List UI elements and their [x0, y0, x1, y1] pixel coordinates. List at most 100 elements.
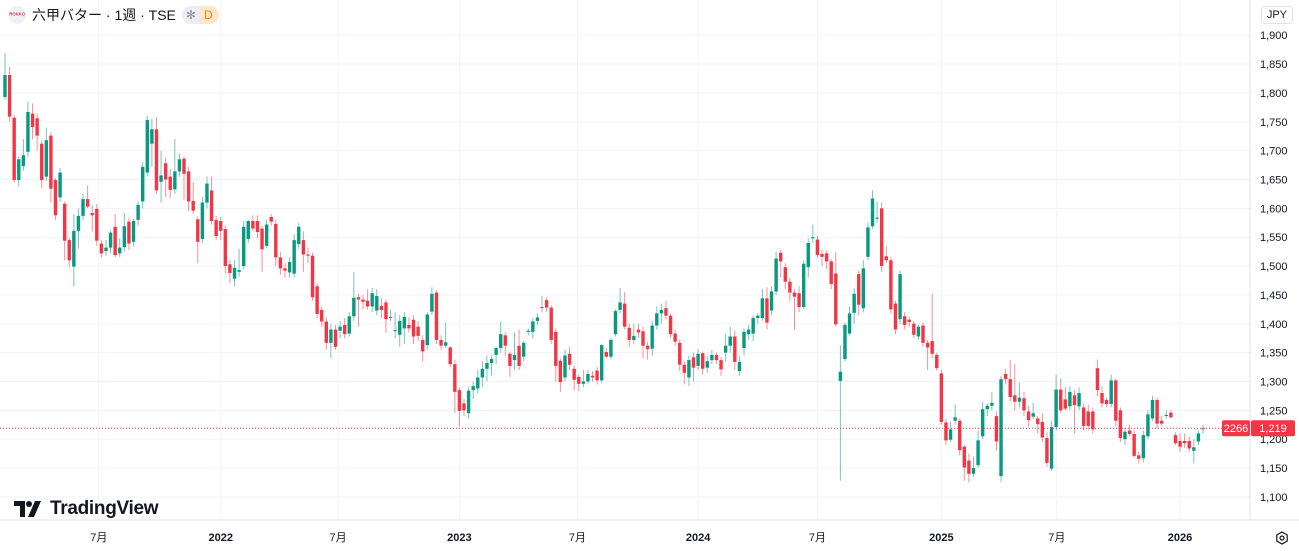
candle	[636, 323, 641, 339]
candle-body	[668, 315, 673, 335]
candle-body	[1127, 430, 1132, 435]
candle-body	[49, 135, 53, 189]
candle-body	[274, 223, 278, 258]
candle	[898, 270, 902, 324]
candle-body	[609, 339, 613, 357]
settings-gear-icon[interactable]	[1275, 531, 1289, 550]
candle	[448, 345, 452, 368]
candle	[824, 250, 829, 269]
candle	[255, 215, 260, 239]
candle	[710, 349, 714, 365]
candle	[866, 222, 870, 261]
candle-body	[893, 303, 898, 330]
candle	[1068, 386, 1072, 411]
candle	[613, 309, 618, 337]
candle-body	[866, 227, 870, 257]
candle-body	[17, 159, 21, 181]
candle	[549, 305, 553, 344]
candle-body	[200, 202, 205, 239]
candle-body	[393, 330, 397, 332]
candle	[439, 335, 443, 350]
price-tick-label: 1,200	[1260, 434, 1288, 446]
candle-body	[237, 270, 241, 272]
candle	[49, 132, 53, 203]
candle-body	[967, 460, 971, 474]
candle-body	[186, 171, 191, 202]
price-axis[interactable]: 1,100 1,150 1,200 1,250 1,300 1,350 1,400 1,450…	[1260, 30, 1288, 504]
candle-body	[1132, 434, 1136, 456]
candle	[1150, 395, 1155, 421]
candle-body	[581, 381, 586, 384]
candle-body	[108, 232, 113, 248]
candle-body	[595, 370, 599, 381]
candle	[30, 103, 35, 140]
candle	[3, 53, 7, 100]
candle	[1201, 424, 1205, 434]
candle	[76, 208, 81, 249]
candle	[310, 252, 315, 301]
candle	[320, 306, 324, 327]
candle	[1008, 360, 1012, 402]
time-axis[interactable]: 7月 2022 7月 2023 7月 2024 7月 2025 7月 2026	[90, 532, 1192, 544]
candle-body	[411, 319, 416, 337]
candle	[953, 404, 957, 425]
candle	[1178, 433, 1182, 452]
candle	[159, 150, 163, 203]
candle	[274, 219, 278, 267]
candle	[1077, 387, 1081, 411]
candle-body	[572, 368, 576, 380]
candle	[388, 309, 393, 321]
candle-body	[159, 175, 163, 182]
candle-body	[535, 317, 540, 321]
candle-body	[912, 323, 916, 335]
candle-body	[783, 267, 788, 282]
candle-body	[563, 355, 567, 378]
candle-body	[765, 298, 769, 323]
market-status-badge[interactable]: ✻ D	[181, 6, 219, 24]
candle	[1132, 430, 1136, 458]
candle	[783, 263, 788, 290]
candle	[723, 334, 728, 362]
candle-body	[577, 376, 581, 384]
candle-body	[641, 331, 645, 346]
candle-body	[342, 324, 347, 335]
candle	[12, 114, 16, 183]
candle-body	[466, 390, 471, 414]
candle	[632, 323, 636, 344]
tradingview-logo[interactable]: TradingView	[14, 498, 159, 520]
candle	[425, 312, 429, 350]
candle-body	[673, 333, 677, 342]
candle	[329, 323, 333, 359]
candle-body	[306, 254, 310, 256]
candle-body	[388, 316, 393, 319]
price-tick-label: 1,700	[1260, 146, 1288, 158]
candle	[746, 324, 751, 340]
candle	[572, 365, 576, 391]
candle-body	[843, 324, 847, 359]
candle	[44, 127, 49, 181]
candle-body	[531, 321, 535, 332]
candle-body	[985, 405, 989, 410]
candle-body	[72, 230, 76, 267]
candle-body	[1040, 421, 1045, 438]
candle	[53, 178, 58, 220]
candle	[673, 329, 677, 346]
candle-body	[1164, 414, 1168, 416]
candle	[838, 345, 843, 481]
candle-body	[861, 268, 866, 309]
symbol-title[interactable]: 六甲バター · 1週 · TSE	[32, 7, 176, 23]
candle	[976, 430, 980, 469]
candle-body	[232, 267, 237, 279]
candle	[558, 358, 563, 392]
currency-button[interactable]: JPY	[1260, 6, 1293, 24]
candle-body	[774, 258, 778, 292]
candle-body	[916, 326, 921, 337]
candle	[453, 359, 457, 414]
candle-body	[1045, 438, 1049, 463]
candle-body	[1072, 395, 1077, 406]
candle-body	[723, 345, 728, 353]
candle-body	[58, 172, 62, 198]
candle-body	[1159, 420, 1164, 424]
candle	[581, 369, 586, 388]
